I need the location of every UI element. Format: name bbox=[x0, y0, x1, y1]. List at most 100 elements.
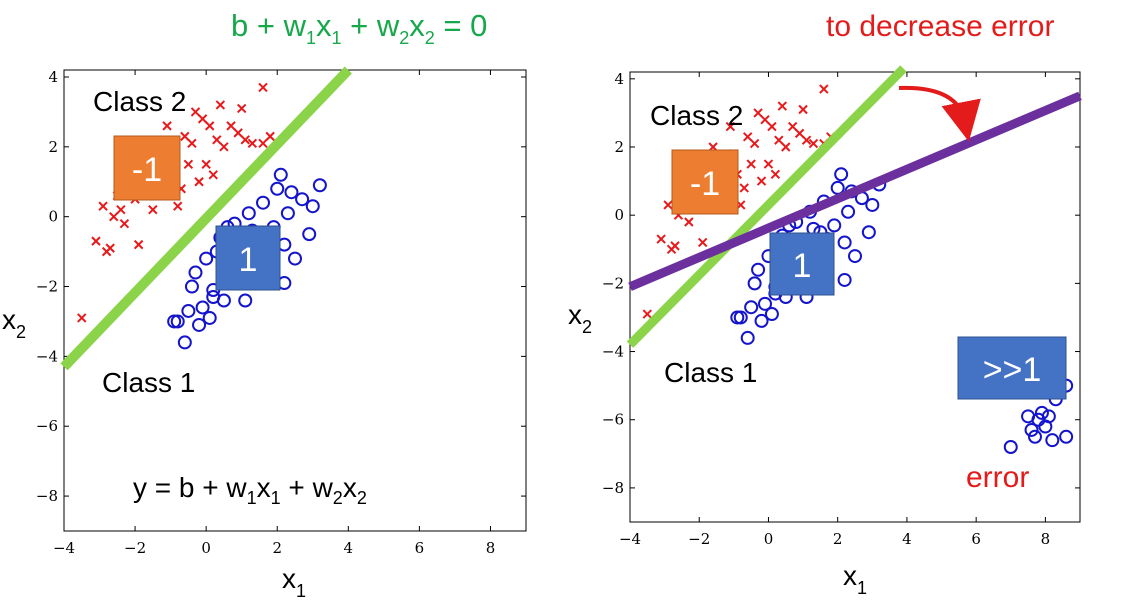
left-model-equation: y = b + w1x1 + w2x2 bbox=[133, 472, 367, 508]
left-class1-point bbox=[302, 227, 317, 242]
right-xtick-label: 6 bbox=[971, 530, 981, 548]
right-class2-point bbox=[663, 200, 673, 210]
right-ytick-label: −6 bbox=[602, 411, 624, 429]
left-pos-box-label: 1 bbox=[239, 241, 258, 279]
right-outlier-box bbox=[957, 336, 1067, 400]
left-class2-point bbox=[258, 138, 268, 149]
right-class1-point bbox=[848, 249, 862, 264]
left-class2-point bbox=[233, 128, 243, 138]
left-class1-point bbox=[184, 279, 199, 294]
left-ytick-label: −6 bbox=[36, 417, 58, 435]
left-class2-point bbox=[116, 204, 126, 215]
right-ytick-label: −8 bbox=[602, 479, 624, 497]
right-axis-ticks: −4 −2 0 2 4 6 8 4 2 0 −2 −4 −6 −8 bbox=[602, 70, 1080, 548]
right-class1-point bbox=[744, 300, 759, 315]
left-class2-point bbox=[205, 121, 215, 131]
left-ytick-label: 0 bbox=[48, 208, 58, 226]
left-xlabel: x1 bbox=[282, 563, 306, 601]
left-class2-point bbox=[219, 142, 229, 152]
left-xtick-label: 2 bbox=[272, 539, 282, 557]
left-class2-label: Class 2 bbox=[93, 86, 186, 117]
left-class1-point bbox=[295, 192, 310, 207]
left-class1-point bbox=[256, 195, 271, 210]
right-class2-point bbox=[767, 121, 777, 132]
left-class2-point bbox=[258, 82, 268, 93]
left-decision-boundary bbox=[60, 66, 352, 371]
left-class2-point bbox=[173, 201, 183, 211]
right-class2-point bbox=[801, 135, 812, 145]
left-class1-point bbox=[199, 251, 214, 266]
right-class1-point bbox=[747, 276, 762, 291]
left-ytick-label: 4 bbox=[48, 68, 58, 86]
left-class1-point bbox=[270, 181, 285, 196]
right-class1-point bbox=[861, 225, 876, 240]
right-class2-point bbox=[794, 128, 805, 139]
left-class2-point bbox=[109, 211, 119, 222]
right-ytick-label: −2 bbox=[602, 274, 624, 292]
left-class1-label: Class 1 bbox=[102, 367, 195, 398]
left-neg-box bbox=[113, 135, 181, 201]
left-class2-point bbox=[105, 243, 115, 253]
left-class1-point bbox=[202, 310, 217, 325]
left-class1-point bbox=[170, 314, 185, 329]
left-class2-point bbox=[194, 177, 204, 187]
left-ytick-label: −4 bbox=[36, 347, 58, 365]
left-class1-point bbox=[288, 251, 302, 266]
right-pos-box bbox=[769, 232, 835, 296]
left-xtick-label: −4 bbox=[53, 539, 75, 557]
left-class1-point bbox=[305, 199, 320, 214]
right-class2-point bbox=[670, 241, 680, 251]
left-ytick-label: −2 bbox=[36, 278, 58, 296]
right-class2-point bbox=[798, 104, 808, 115]
right-class1-point bbox=[827, 218, 842, 233]
right-plot: −4 −2 0 2 4 6 8 4 2 0 −2 −4 −6 −8 -1 1 >>1 Class 2 Cl… bbox=[568, 65, 1082, 598]
right-class1-point bbox=[758, 296, 772, 311]
right-class1-label: Class 1 bbox=[664, 357, 757, 388]
left-class1-point bbox=[195, 300, 210, 315]
right-outlier-box-label: >>1 bbox=[983, 351, 1042, 389]
right-xtick-label: 4 bbox=[902, 530, 912, 548]
right-class2-point bbox=[742, 132, 753, 142]
right-neg-box-label: -1 bbox=[690, 165, 720, 203]
decrease-error-label: to decrease error bbox=[826, 10, 1054, 43]
left-class2-point bbox=[133, 239, 144, 250]
right-class2-point bbox=[656, 234, 666, 244]
left-class2-point bbox=[91, 236, 101, 246]
right-class2-point bbox=[642, 309, 653, 319]
left-xtick-label: 6 bbox=[415, 539, 425, 557]
left-class2-point bbox=[201, 159, 211, 170]
right-class1-point bbox=[834, 167, 849, 182]
left-class2-point bbox=[162, 121, 172, 131]
right-class1-point bbox=[837, 235, 852, 250]
left-class2-point bbox=[226, 121, 236, 131]
left-class2-point bbox=[212, 135, 222, 145]
right-class1-point bbox=[1045, 433, 1060, 448]
right-xtick-label: −4 bbox=[619, 530, 641, 548]
right-class1-point bbox=[1034, 405, 1049, 420]
right-xtick-label: 0 bbox=[764, 530, 774, 548]
right-class2-point bbox=[753, 108, 763, 118]
right-class1-point bbox=[837, 272, 852, 287]
right-xlabel: x1 bbox=[843, 560, 867, 598]
right-class2-point bbox=[697, 237, 708, 248]
left-class2-point bbox=[265, 131, 275, 142]
left-class1-point bbox=[238, 293, 253, 308]
left-class1-point bbox=[241, 206, 256, 221]
left-pos-box bbox=[215, 225, 281, 291]
right-xtick-label: 2 bbox=[833, 530, 843, 548]
right-old-boundary bbox=[626, 65, 907, 348]
right-ytick-label: 4 bbox=[614, 70, 624, 88]
right-class1-point bbox=[751, 262, 766, 277]
right-class2-point bbox=[756, 176, 767, 186]
left-neg-box-label: -1 bbox=[132, 151, 162, 189]
right-class1-point bbox=[841, 204, 856, 219]
left-xtick-label: 0 bbox=[201, 539, 211, 557]
right-class2-point bbox=[749, 138, 760, 149]
left-xtick-label: 4 bbox=[344, 539, 354, 557]
boundary-equation: b + w1x1 + w2x2 = 0 bbox=[231, 8, 487, 48]
right-class2-point bbox=[739, 183, 749, 193]
left-class1-point bbox=[280, 206, 295, 221]
left-class2-point bbox=[236, 103, 247, 114]
left-plot: −4 −2 0 2 4 6 8 4 2 0 −2 −4 −6 −8 -1 1 Class 2 Class … bbox=[2, 66, 527, 601]
